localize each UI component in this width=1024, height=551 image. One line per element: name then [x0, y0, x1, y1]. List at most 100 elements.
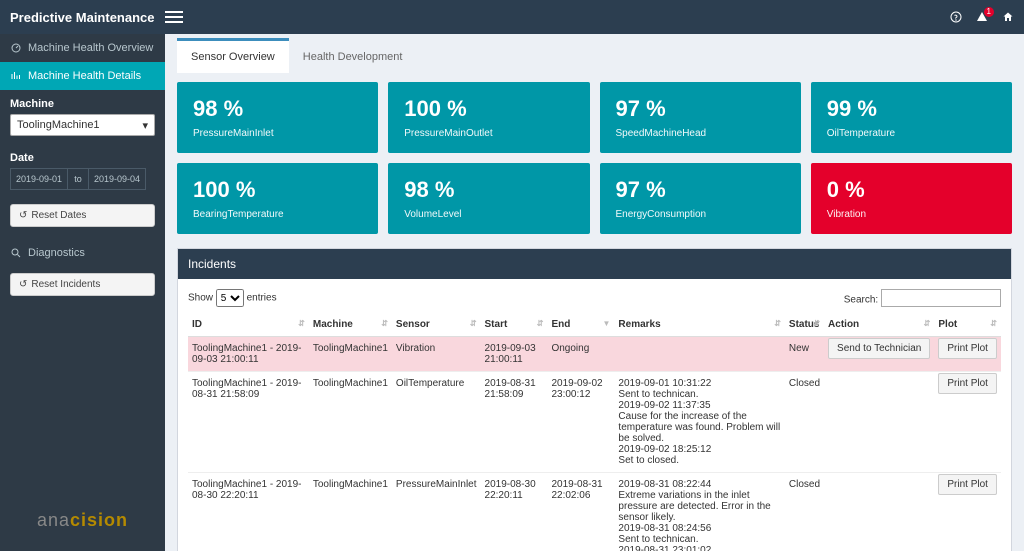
card-value: 99 % — [827, 96, 996, 122]
sensor-card[interactable]: 0 % Vibration — [811, 163, 1012, 234]
sensor-card[interactable]: 98 % PressureMainInlet — [177, 82, 378, 153]
machine-label: Machine — [0, 90, 165, 114]
table-cell: ToolingMachine1 — [309, 337, 392, 372]
sensor-card[interactable]: 97 %SpeedMachineHead — [600, 82, 801, 153]
sidebar: Machine Health Overview Machine Health D… — [0, 34, 165, 551]
table-cell: 2019-08-31 22:02:06 — [547, 473, 614, 551]
sensor-card[interactable]: 97 %EnergyConsumption — [600, 163, 801, 234]
alert-icon[interactable]: 1 — [976, 11, 988, 23]
column-header[interactable]: Remarks⇵ — [614, 313, 784, 337]
print-plot-button[interactable]: Print Plot — [938, 474, 997, 495]
table-cell: ToolingMachine1 - 2019-08-31 21:58:09 — [188, 372, 309, 473]
tab-sensor-overview[interactable]: Sensor Overview — [177, 38, 289, 73]
brand-logo: anacision — [0, 490, 165, 551]
card-value: 98 % — [404, 177, 573, 203]
table-cell: ToolingMachine1 — [309, 473, 392, 551]
table-cell: Vibration — [392, 337, 481, 372]
table-cell: 2019-09-01 10:31:22 Sent to technican. 2… — [614, 372, 784, 473]
table-row: ToolingMachine1 - 2019-08-31 21:58:09Too… — [188, 372, 1001, 473]
table-cell: Closed — [785, 473, 824, 551]
table-cell: Print Plot — [934, 372, 1001, 473]
sidebar-item-diagnostics[interactable]: Diagnostics — [0, 239, 165, 267]
machine-selected: ToolingMachine1 — [17, 119, 100, 131]
column-header[interactable]: Status⇵ — [785, 313, 824, 337]
card-value: 0 % — [827, 177, 996, 203]
card-label: VolumeLevel — [404, 209, 573, 220]
table-cell — [614, 337, 784, 372]
table-cell: 2019-08-31 21:58:09 — [481, 372, 548, 473]
machine-select[interactable]: ToolingMachine1 ▾ — [10, 114, 155, 136]
help-icon[interactable] — [950, 11, 962, 23]
reset-incidents-button[interactable]: ↺ Reset Incidents — [10, 273, 155, 296]
sidebar-item-label: Diagnostics — [28, 247, 85, 259]
column-header[interactable]: Plot⇵ — [934, 313, 1001, 337]
undo-icon: ↺ — [19, 210, 27, 221]
entries-control: Show 5 entries — [188, 289, 277, 307]
column-header[interactable]: Machine⇵ — [309, 313, 392, 337]
sidebar-item-label: Machine Health Overview — [28, 42, 153, 54]
print-plot-button[interactable]: Print Plot — [938, 338, 997, 359]
card-label: Vibration — [827, 209, 996, 220]
alert-badge: 1 — [984, 7, 994, 17]
date-range: to — [10, 168, 155, 190]
table-cell: 2019-09-02 23:00:12 — [547, 372, 614, 473]
incidents-panel: Incidents Show 5 entries Search: ID⇵Mach… — [177, 248, 1012, 551]
column-header[interactable]: ID⇵ — [188, 313, 309, 337]
table-cell: Closed — [785, 372, 824, 473]
sensor-card[interactable]: 98 % VolumeLevel — [388, 163, 589, 234]
table-cell — [824, 473, 934, 551]
table-cell: ToolingMachine1 - 2019-09-03 21:00:11 — [188, 337, 309, 372]
card-label: EnergyConsumption — [616, 209, 785, 220]
card-value: 98 % — [193, 96, 362, 122]
date-from-input[interactable] — [10, 168, 68, 190]
card-label: BearingTemperature — [193, 209, 362, 220]
print-plot-button[interactable]: Print Plot — [938, 373, 997, 394]
column-header[interactable]: End▼ — [547, 313, 614, 337]
table-cell: 2019-08-31 08:22:44 Extreme variations i… — [614, 473, 784, 551]
incidents-title: Incidents — [178, 249, 1011, 279]
search-control: Search: — [844, 289, 1001, 307]
incidents-table: ID⇵Machine⇵Sensor⇵Start⇵End▼Remarks⇵Stat… — [188, 313, 1001, 551]
date-to-label: to — [68, 168, 88, 190]
card-label: OilTemperature — [827, 128, 996, 139]
home-icon[interactable] — [1002, 11, 1014, 23]
tabs: Sensor Overview Health Development — [177, 38, 1012, 74]
date-label: Date — [0, 144, 165, 168]
sensor-card[interactable]: 100 %PressureMainOutlet — [388, 82, 589, 153]
search-input[interactable] — [881, 289, 1001, 307]
table-cell: ToolingMachine1 — [309, 372, 392, 473]
sensor-card[interactable]: 100 %BearingTemperature — [177, 163, 378, 234]
table-cell: 2019-09-03 21:00:11 — [481, 337, 548, 372]
card-label: PressureMainOutlet — [404, 128, 573, 139]
sensor-card[interactable]: 99 % OilTemperature — [811, 82, 1012, 153]
table-cell: OilTemperature — [392, 372, 481, 473]
sidebar-item-overview[interactable]: Machine Health Overview — [0, 34, 165, 62]
undo-icon: ↺ — [19, 279, 27, 290]
table-cell: PressureMainInlet — [392, 473, 481, 551]
table-cell: New — [785, 337, 824, 372]
table-cell: ToolingMachine1 - 2019-08-30 22:20:11 — [188, 473, 309, 551]
sidebar-item-details[interactable]: Machine Health Details — [0, 62, 165, 90]
card-label: PressureMainInlet — [193, 128, 362, 139]
card-value: 97 % — [616, 96, 785, 122]
column-header[interactable]: Start⇵ — [481, 313, 548, 337]
main-content: Sensor Overview Health Development 98 % P… — [165, 34, 1024, 551]
date-to-input[interactable] — [88, 168, 146, 190]
entries-select[interactable]: 5 — [216, 289, 244, 307]
table-cell: Print Plot — [934, 337, 1001, 372]
sensor-cards: 98 % PressureMainInlet 100 %PressureMainOu… — [177, 82, 1012, 234]
table-cell: Ongoing — [547, 337, 614, 372]
reset-dates-button[interactable]: ↺ Reset Dates — [10, 204, 155, 227]
table-row: ToolingMachine1 - 2019-09-03 21:00:11Too… — [188, 337, 1001, 372]
table-row: ToolingMachine1 - 2019-08-30 22:20:11Too… — [188, 473, 1001, 551]
app-title: Predictive Maintenance — [10, 10, 165, 25]
menu-toggle-icon[interactable] — [165, 8, 183, 26]
topbar: Predictive Maintenance 1 — [0, 0, 1024, 34]
column-header[interactable]: Action⇵ — [824, 313, 934, 337]
send-technician-button[interactable]: Send to Technician — [828, 338, 930, 359]
table-cell: Send to Technician — [824, 337, 934, 372]
table-cell: 2019-08-30 22:20:11 — [481, 473, 548, 551]
sidebar-item-label: Machine Health Details — [28, 70, 141, 82]
tab-health-development[interactable]: Health Development — [289, 38, 417, 73]
column-header[interactable]: Sensor⇵ — [392, 313, 481, 337]
